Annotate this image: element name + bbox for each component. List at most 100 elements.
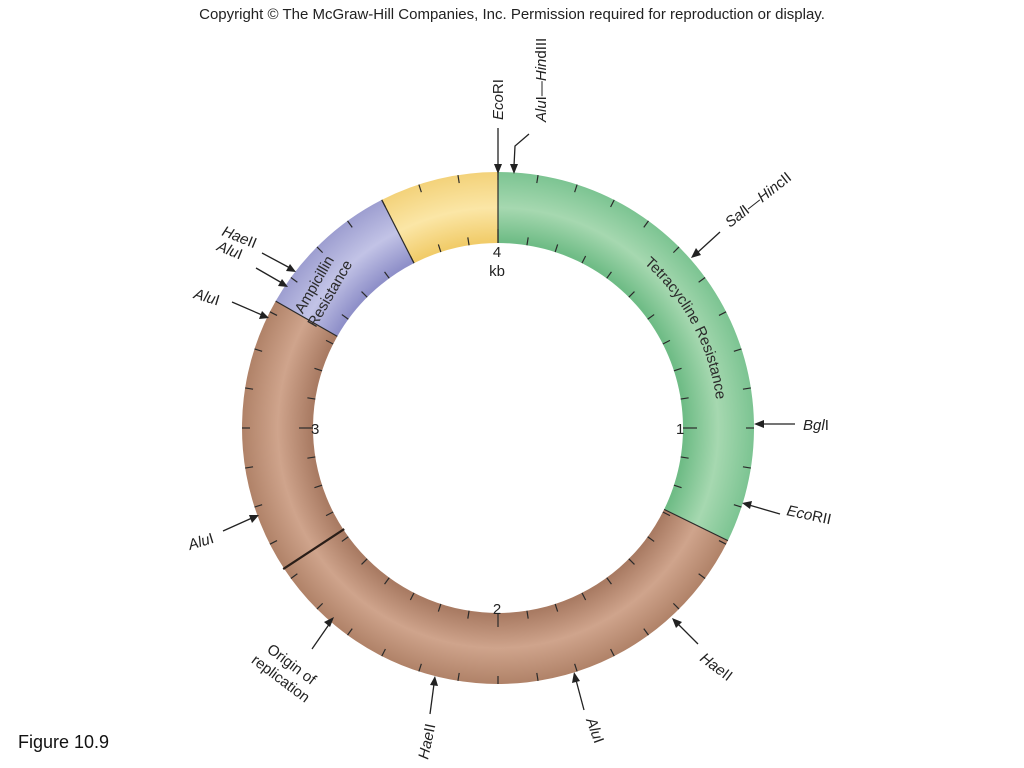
scale-tick bbox=[662, 339, 671, 345]
scale-tick bbox=[347, 628, 353, 636]
origin-arrow bbox=[311, 622, 331, 650]
scale-tick bbox=[290, 573, 298, 579]
scale-tick bbox=[384, 271, 390, 279]
scale-tick bbox=[574, 184, 578, 193]
segment-separator bbox=[663, 508, 729, 542]
scale-tick bbox=[467, 610, 470, 619]
scale-tick bbox=[341, 314, 349, 320]
scale-tick bbox=[536, 175, 539, 184]
scale-tick bbox=[718, 311, 727, 316]
scale-tick bbox=[680, 456, 689, 459]
site-ecori: EcoRI bbox=[490, 79, 507, 174]
scale-tick bbox=[742, 466, 751, 469]
scale-tick bbox=[409, 592, 415, 601]
scale-tick bbox=[526, 237, 529, 246]
svg-text:SalI—HincII: SalI—HincII bbox=[722, 169, 795, 231]
site-alui-hindiii: AluI—HindIII bbox=[510, 38, 550, 174]
svg-text:HaeII: HaeII bbox=[697, 650, 736, 685]
scale-tick bbox=[341, 536, 349, 542]
site-sali-hincii: SalI—HincII bbox=[691, 169, 795, 258]
site-alui-upper-left: AluI bbox=[191, 285, 269, 319]
scale-tick bbox=[610, 648, 615, 657]
scale-tick bbox=[325, 339, 334, 345]
scale-tick bbox=[307, 456, 316, 459]
scale-tick bbox=[325, 511, 334, 517]
scale-tick bbox=[418, 663, 422, 672]
scale-tick bbox=[361, 291, 368, 298]
origin-arrowhead bbox=[324, 617, 334, 627]
scale-tick bbox=[245, 466, 254, 469]
scale-tick bbox=[673, 367, 682, 372]
scale-tick bbox=[733, 348, 742, 352]
scale-tick bbox=[733, 504, 742, 508]
scale-tick bbox=[554, 244, 559, 253]
scale-tick bbox=[672, 602, 680, 610]
segment-separator bbox=[381, 199, 415, 264]
scale-tick bbox=[254, 504, 263, 508]
scale-tick bbox=[610, 199, 615, 208]
scale-tick bbox=[418, 184, 422, 193]
scale-tick bbox=[647, 536, 655, 542]
figure-label: Figure 10.9 bbox=[18, 732, 110, 752]
scale-tick bbox=[698, 277, 706, 283]
site-ecorii: EcoRII bbox=[742, 501, 833, 528]
site-bgli: BglI bbox=[754, 417, 829, 434]
svg-text:AluI: AluI bbox=[185, 530, 216, 554]
scale-tick bbox=[316, 602, 324, 610]
scale-tick bbox=[381, 648, 386, 657]
scale-tick bbox=[673, 484, 682, 489]
scale-tick bbox=[672, 246, 680, 254]
svg-text:AluI: AluI bbox=[582, 715, 607, 746]
site-alui-bottom: AluI bbox=[572, 672, 607, 746]
scale-tick bbox=[316, 246, 324, 254]
site-alui-left: AluI bbox=[185, 515, 259, 554]
svg-text:BglI: BglI bbox=[803, 417, 829, 434]
scale-tick bbox=[606, 271, 612, 279]
scale-tick bbox=[361, 558, 368, 565]
scale-tick bbox=[698, 573, 706, 579]
scale-tick bbox=[742, 387, 751, 390]
site-haeii-right: HaeII bbox=[672, 618, 735, 685]
scale-tick bbox=[647, 314, 655, 320]
scale-tick bbox=[662, 511, 671, 517]
tetracycline-resistance-segment bbox=[498, 172, 754, 541]
scale-tick bbox=[718, 540, 727, 545]
scale-tick bbox=[574, 663, 578, 672]
scale-label-4: 4 bbox=[493, 244, 501, 261]
scale-tick bbox=[381, 199, 386, 208]
main-backbone-segment bbox=[242, 301, 728, 684]
scale-label-3: 3 bbox=[311, 421, 319, 438]
scale-tick bbox=[314, 367, 323, 372]
upper-left-segment bbox=[381, 172, 498, 264]
scale-tick bbox=[290, 277, 298, 283]
scale-tick bbox=[457, 672, 460, 681]
scale-tick bbox=[269, 540, 278, 545]
scale-tick bbox=[467, 237, 470, 246]
scale-tick bbox=[437, 603, 442, 612]
scale-tick bbox=[245, 387, 254, 390]
scale-tick bbox=[643, 220, 649, 228]
svg-text:HaeII: HaeII bbox=[415, 722, 439, 761]
scale-tick bbox=[457, 175, 460, 184]
origin-of-replication-marker bbox=[282, 528, 345, 571]
scale-tick bbox=[628, 558, 635, 565]
scale-tick bbox=[554, 603, 559, 612]
svg-text:EcoRI: EcoRI bbox=[490, 79, 507, 120]
scale-tick bbox=[606, 577, 612, 585]
scale-tick bbox=[581, 255, 587, 264]
scale-tick bbox=[628, 291, 635, 298]
segment-separator bbox=[275, 300, 338, 337]
site-haeii-bottom: HaeII bbox=[415, 676, 439, 761]
scale-tick bbox=[254, 348, 263, 352]
scale-label-2: 2 bbox=[493, 601, 501, 618]
copyright-notice: Copyright © The McGraw-Hill Companies, I… bbox=[199, 6, 825, 23]
scale-tick bbox=[643, 628, 649, 636]
svg-text:AluI—HindIII: AluI—HindIII bbox=[533, 38, 550, 123]
scale-tick bbox=[314, 484, 323, 489]
scale-ticks bbox=[242, 172, 754, 684]
scale-label-1: 1 bbox=[676, 421, 684, 438]
ampicillin-resistance-segment bbox=[275, 199, 415, 337]
svg-text:EcoRII: EcoRII bbox=[785, 502, 833, 528]
scale-tick bbox=[680, 397, 689, 400]
